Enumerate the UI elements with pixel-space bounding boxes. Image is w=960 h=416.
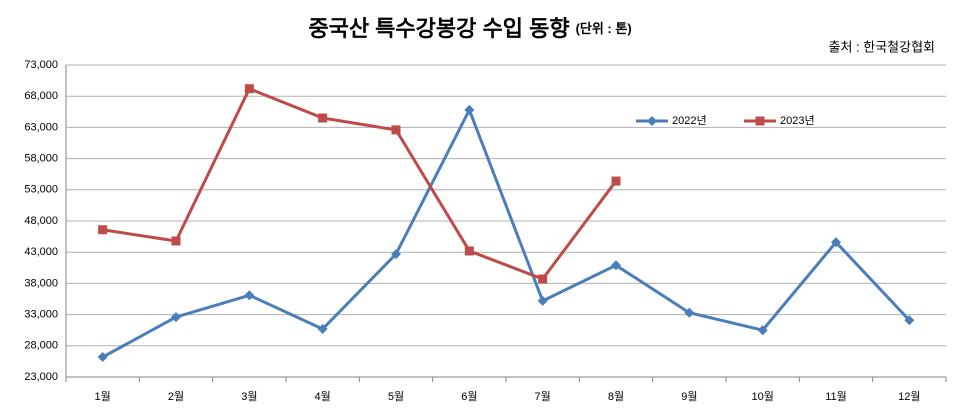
x-tick-label: 6월 — [461, 390, 477, 403]
x-tick-label: 7월 — [535, 390, 551, 403]
chart-title: 중국산 특수강봉강 수입 동향 — [308, 16, 569, 41]
chart-title-group: 중국산 특수강봉강 수입 동향 (단위 : 톤) — [308, 16, 631, 41]
y-tick-label: 73,000 — [24, 59, 58, 71]
marker — [98, 225, 108, 235]
x-tick-label: 8월 — [608, 390, 624, 403]
y-tick-label: 53,000 — [24, 184, 58, 196]
legend-marker — [647, 116, 657, 126]
y-tick-label: 38,000 — [24, 277, 58, 289]
marker — [317, 323, 328, 334]
marker — [171, 312, 181, 323]
y-tick-label: 43,000 — [24, 246, 58, 258]
marker — [831, 237, 841, 248]
y-tick-label: 63,000 — [24, 121, 58, 133]
unit-label: (단위 : 톤) — [576, 21, 632, 36]
marker — [537, 295, 548, 306]
x-tick-label: 1월 — [95, 390, 111, 403]
x-tick-label: 11월 — [825, 390, 847, 403]
x-tick-label: 5월 — [388, 390, 404, 403]
marker — [904, 315, 915, 326]
marker — [538, 274, 548, 284]
x-tick-label: 3월 — [241, 390, 257, 403]
marker — [244, 84, 254, 94]
y-tick-label: 33,000 — [24, 309, 58, 321]
x-tick-label: 2월 — [168, 390, 184, 403]
y-tick-label: 58,000 — [24, 153, 58, 165]
marker — [391, 249, 401, 260]
y-tick-label: 23,000 — [24, 371, 58, 383]
marker — [97, 352, 108, 363]
y-tick-label: 28,000 — [24, 340, 58, 352]
x-tick-label: 12월 — [898, 390, 920, 403]
marker — [464, 104, 475, 115]
marker — [244, 290, 255, 301]
marker — [391, 125, 401, 135]
y-tick-label: 48,000 — [24, 215, 58, 227]
series-line — [102, 87, 618, 281]
marker — [464, 246, 474, 256]
marker — [611, 260, 621, 271]
legend-marker — [755, 116, 765, 126]
x-tick-label: 9월 — [681, 390, 697, 403]
y-tick-label: 68,000 — [24, 90, 58, 102]
x-tick-label: 10월 — [751, 390, 773, 403]
series-line — [101, 108, 911, 359]
x-tick-label: 4월 — [315, 390, 331, 403]
marker — [684, 307, 695, 318]
legend-label: 2023년 — [780, 114, 815, 127]
source-label: 출처 : 한국철강협회 — [828, 39, 935, 54]
marker — [611, 176, 621, 186]
marker — [757, 325, 768, 336]
legend-label: 2022년 — [672, 114, 707, 127]
marker — [171, 236, 181, 246]
marker — [318, 113, 328, 123]
